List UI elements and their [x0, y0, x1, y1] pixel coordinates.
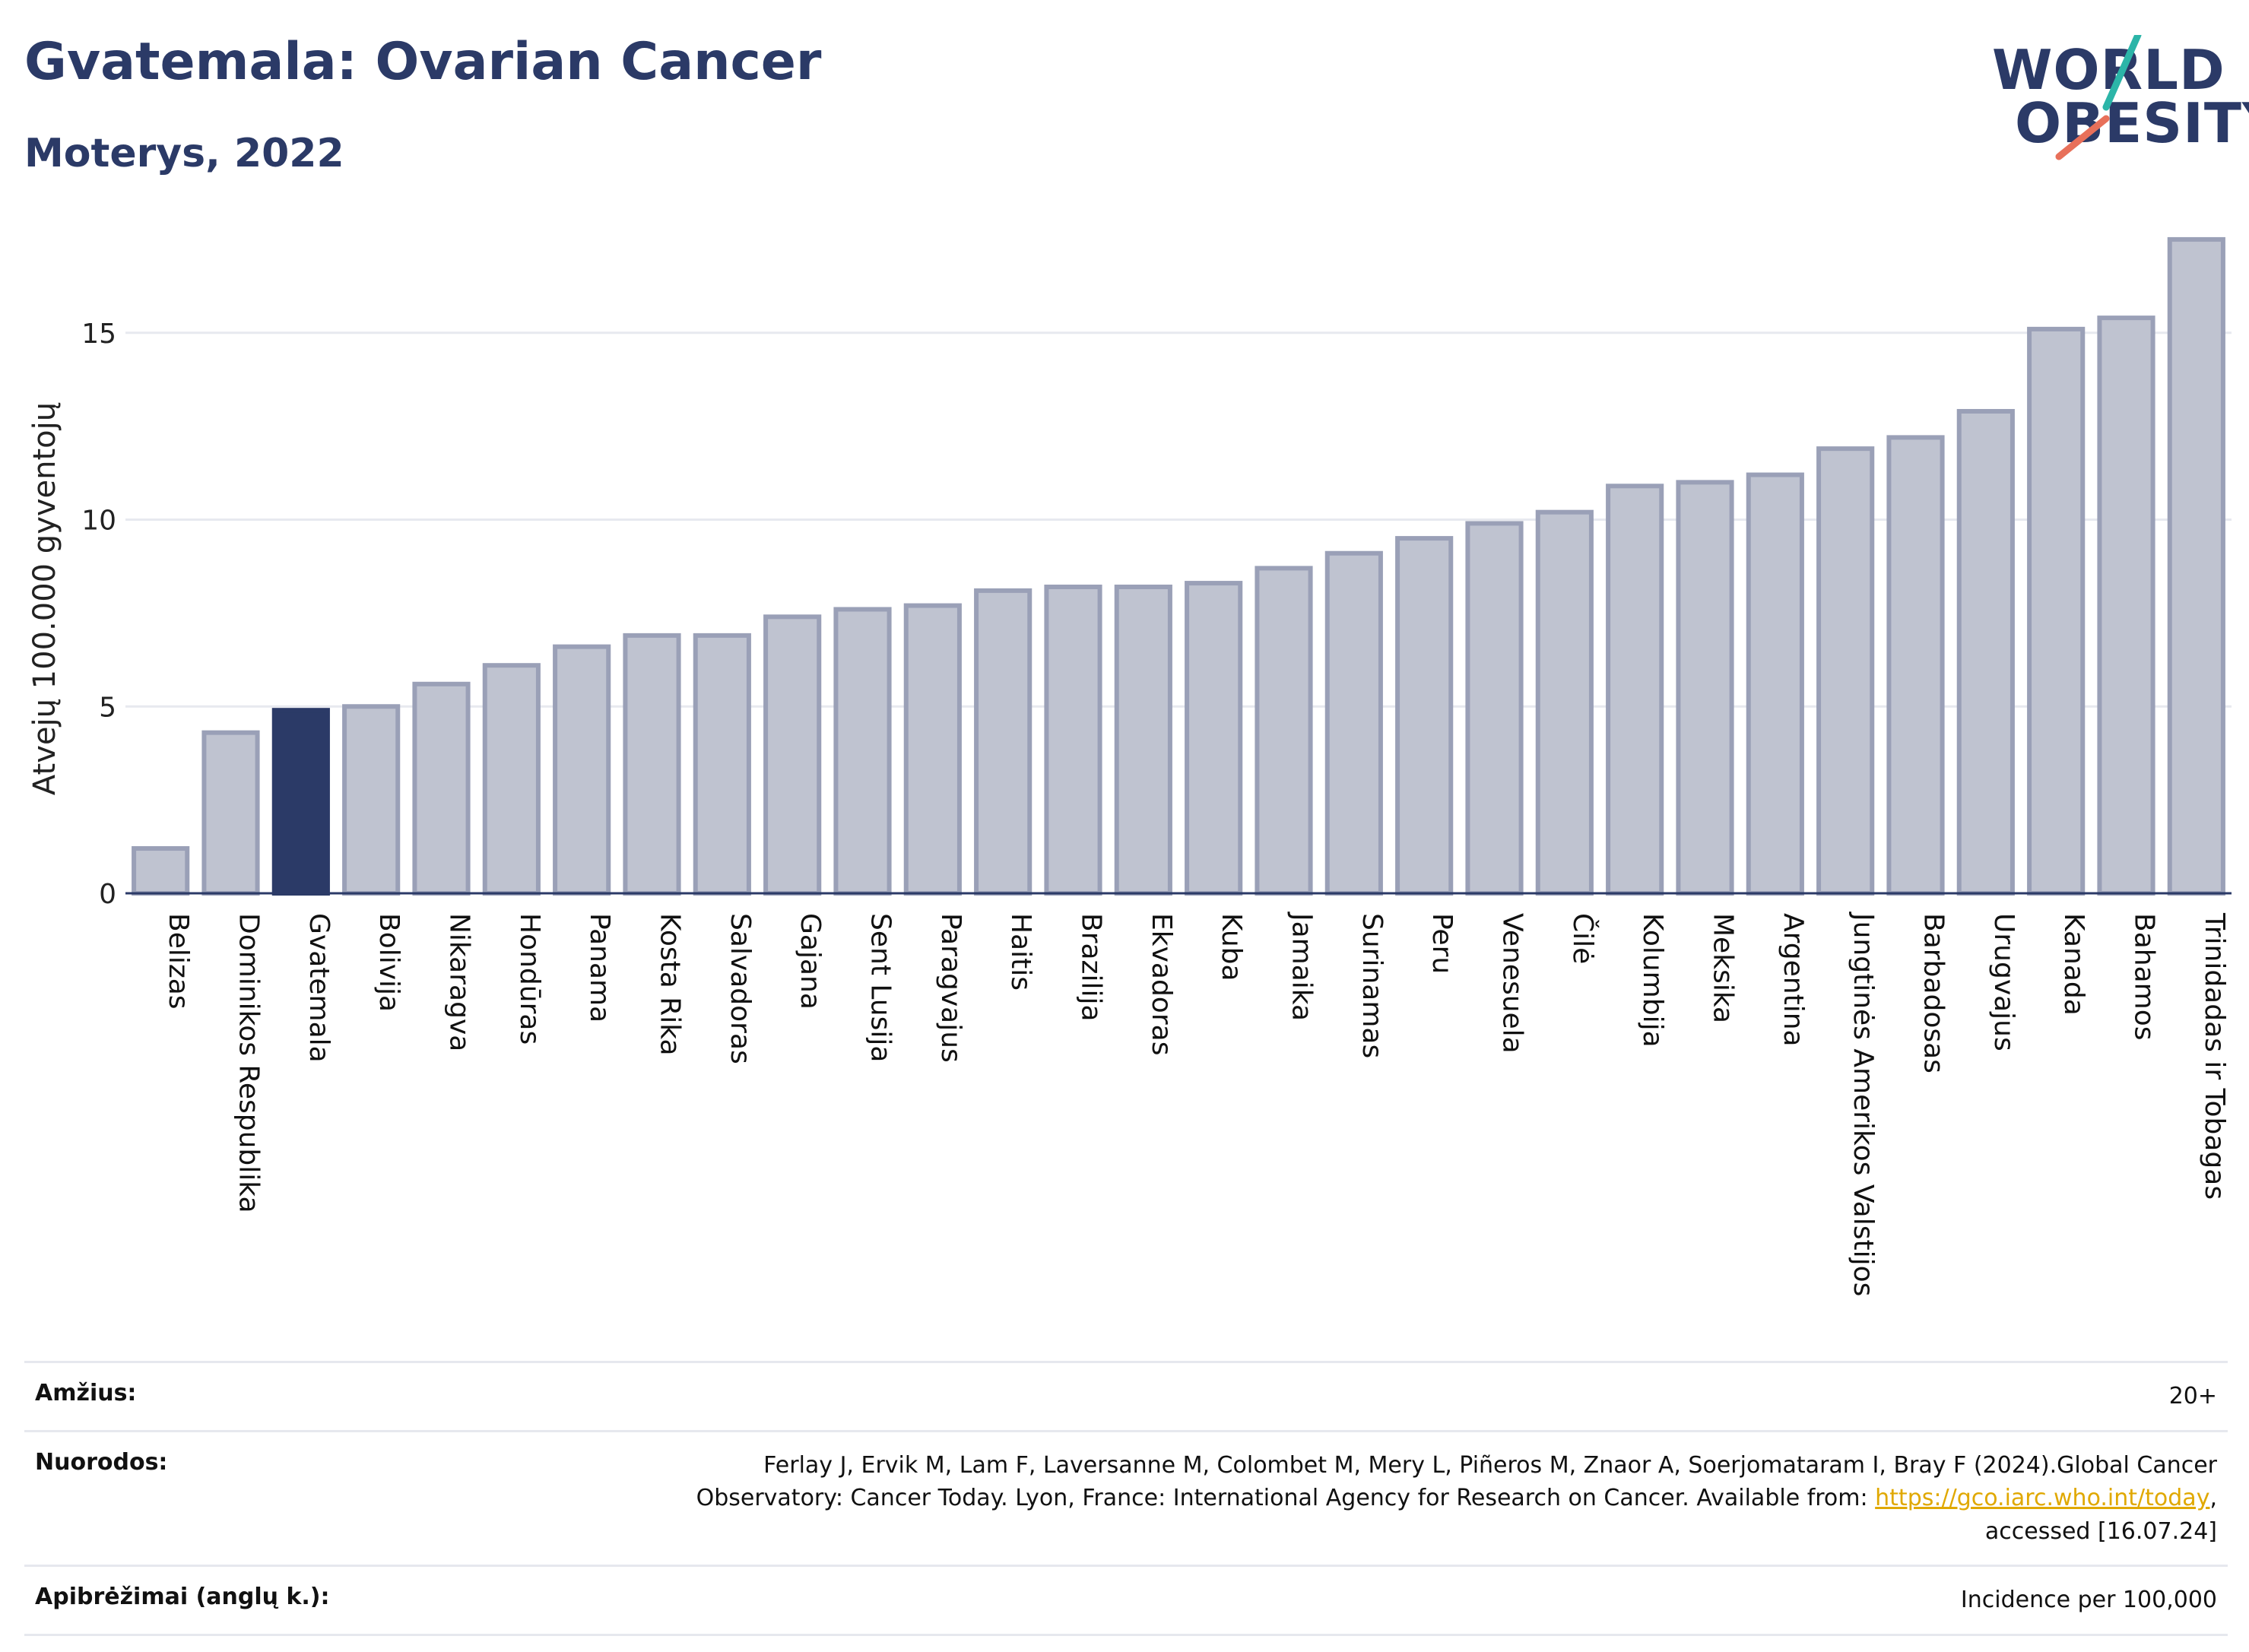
- x-tick-label: Belizas: [163, 913, 194, 1010]
- x-tick-label: Kanada: [2058, 913, 2089, 1016]
- definitions-label: Apibrėžimai (anglų k.):: [35, 1584, 330, 1610]
- logo-line-1: WORLD: [1992, 38, 2225, 102]
- bar-6: [553, 644, 611, 896]
- x-tick-label: Panama: [584, 913, 615, 1023]
- bar-25: [1886, 435, 1945, 896]
- bar-22: [1676, 480, 1734, 896]
- age-value: 20+: [2168, 1383, 2217, 1409]
- bar-20: [1535, 509, 1594, 896]
- references-label: Nuorodos:: [35, 1448, 168, 1476]
- x-tick-label: Čilė: [1567, 913, 1599, 964]
- bar-5: [482, 663, 541, 896]
- x-tick-label: Nikaragva: [444, 913, 475, 1051]
- x-tick-label: Barbadosas: [1918, 913, 1949, 1073]
- bar-17: [1324, 550, 1383, 896]
- logo-slash-icon: [2055, 35, 2142, 160]
- y-tick-label: 10: [81, 506, 116, 537]
- reference-accessed: accessed [16.07.24]: [1984, 1517, 2217, 1545]
- y-tick-label: 0: [99, 879, 116, 910]
- footer-row-age: Amžius: 20+: [24, 1361, 2228, 1430]
- x-tick-label: Argentina: [1778, 913, 1809, 1047]
- x-tick-label: Surinamas: [1356, 913, 1388, 1058]
- x-tick-label: Kuba: [1216, 913, 1247, 981]
- bar-2: [271, 708, 330, 896]
- x-tick-label: Kolumbija: [1637, 913, 1668, 1048]
- info-table: Amžius: 20+ Nuorodos: Ferlay J, Ervik M,…: [24, 1361, 2228, 1636]
- x-tick-label: Haitis: [1005, 913, 1036, 991]
- bar-28: [2097, 315, 2155, 896]
- world-obesity-logo: WORLD OBESITY: [1992, 35, 2249, 164]
- bar-7: [623, 633, 681, 896]
- x-tick-label: Peru: [1426, 913, 1458, 974]
- bar-3: [342, 704, 401, 896]
- x-tick-label: Salvadoras: [725, 913, 756, 1064]
- x-tick-label: Jamaika: [1286, 912, 1318, 1021]
- x-tick-label: Bahamos: [2129, 913, 2160, 1040]
- bar-chart: 0 5 10 15 Atvejų 100.000 gyventojų Belizas Dom…: [27, 236, 2232, 1296]
- reference-text-1: Ferlay J, Ervik M, Lam F, Laversanne M, …: [763, 1451, 2217, 1479]
- page-title: Gvatemala: Ovarian Cancer: [24, 32, 822, 92]
- footer-row-definitions: Apibrėžimai (anglų k.): Incidence per 10…: [24, 1565, 2228, 1636]
- logo-line-2: OBESITY: [2015, 91, 2249, 155]
- x-tick-label: Kosta Rika: [655, 913, 686, 1056]
- bar-18: [1395, 536, 1454, 896]
- bar-1: [201, 730, 260, 896]
- x-tick-label: Sent Lusija: [865, 913, 896, 1062]
- bar-26: [1956, 408, 2015, 896]
- bar-0: [132, 846, 190, 896]
- definitions-value: Incidence per 100,000: [1960, 1587, 2217, 1613]
- x-tick-label: Urugvajus: [1988, 913, 2019, 1051]
- bar-16: [1255, 566, 1313, 896]
- x-tick-label: Ekvadoras: [1146, 913, 1177, 1055]
- x-tick-label: Bolivija: [373, 913, 404, 1012]
- bar-9: [763, 614, 822, 896]
- bar-19: [1465, 521, 1524, 896]
- bar-8: [693, 633, 751, 896]
- x-tick-label: Jungtinės Amerikos Valstijos: [1848, 912, 1879, 1296]
- reference-text-2: Observatory: Cancer Today. Lyon, France:…: [696, 1485, 1876, 1511]
- age-label: Amžius:: [35, 1380, 137, 1406]
- bar-23: [1746, 472, 1804, 896]
- bar-24: [1816, 446, 1875, 896]
- x-tick-label: Gvatemala: [303, 913, 335, 1063]
- bar-4: [412, 681, 471, 896]
- x-tick-label: Gajana: [795, 913, 826, 1010]
- x-tick-label: Hondūras: [514, 913, 545, 1045]
- bar-14: [1114, 584, 1172, 896]
- x-tick-label: Meksika: [1708, 913, 1739, 1023]
- page-subtitle: Moterys, 2022: [24, 131, 344, 176]
- bar-13: [1044, 584, 1102, 896]
- x-tick-label: Venesuela: [1497, 913, 1528, 1054]
- bar-10: [833, 607, 892, 896]
- x-tick-label: Trinidadas ir Tobagas: [2199, 912, 2230, 1200]
- x-tick-label: Paragvajus: [935, 913, 966, 1063]
- bar-12: [974, 588, 1033, 896]
- bar-11: [903, 603, 962, 896]
- reference-comma: ,: [2209, 1485, 2217, 1511]
- x-tick-label: Brazilija: [1076, 913, 1107, 1022]
- y-tick-label: 15: [81, 319, 116, 350]
- bar-27: [2027, 326, 2086, 896]
- x-tick-label: Dominikos Respublika: [233, 913, 265, 1213]
- bar-21: [1606, 484, 1664, 896]
- reference-link[interactable]: https://gco.iarc.who.int/today: [1875, 1485, 2210, 1511]
- y-tick-label: 5: [99, 692, 116, 723]
- bar-15: [1185, 581, 1243, 896]
- references-value: Ferlay J, Ervik M, Lam F, Laversanne M, …: [696, 1449, 2217, 1549]
- footer-row-references: Nuorodos: Ferlay J, Ervik M, Lam F, Lave…: [24, 1429, 2228, 1565]
- y-axis-label: Atvejų 100.000 gyventojų: [27, 402, 62, 795]
- bar-29: [2167, 236, 2225, 896]
